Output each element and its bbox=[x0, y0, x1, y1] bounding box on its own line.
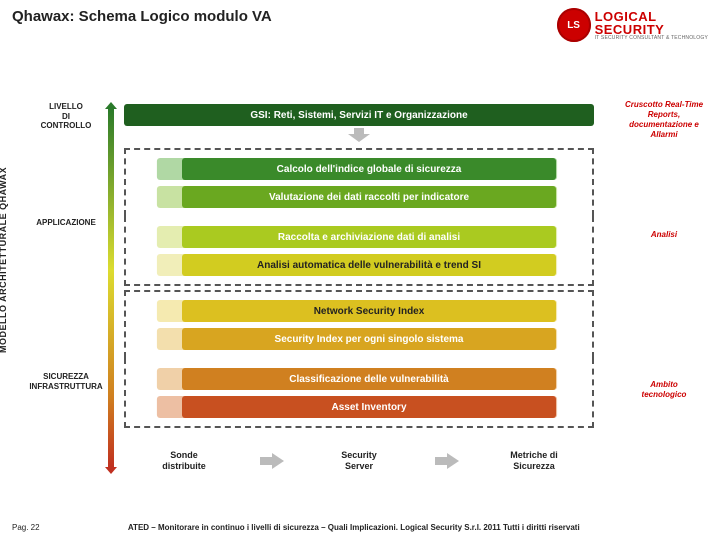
page: Qhawax: Schema Logico modulo VA LS LOGIC… bbox=[0, 0, 720, 540]
bottom-sonde: Sonde distribuite bbox=[124, 450, 244, 472]
sidebar-rotated-label: MODELLO ARCHITETTURALE QHAWAX bbox=[0, 100, 12, 420]
bar-six: Security Index per ogni singolo sistema bbox=[182, 328, 556, 350]
level-controllo: LIVELLO DI CONTROLLO bbox=[22, 102, 110, 138]
arrow-right-icon bbox=[435, 453, 459, 469]
bar-gsi: GSI: Reti, Sistemi, Servizi IT e Organiz… bbox=[124, 104, 594, 126]
bar-nsi-wrap: Network Security Index bbox=[182, 300, 556, 322]
bar-six-wrap: Security Index per ogni singolo sistema bbox=[182, 328, 556, 350]
group-applicazione: Calcolo dell'indice globale di sicurezza… bbox=[124, 148, 594, 216]
group-infra: Network Security Index Security Index pe… bbox=[124, 290, 594, 358]
bar-asset: Asset Inventory bbox=[182, 396, 556, 418]
bottom-server: Security Server bbox=[299, 450, 419, 472]
right-analisi: Analisi bbox=[618, 230, 710, 240]
logo-line2: SECURITY bbox=[595, 23, 708, 36]
bottom-metriche: Metriche di Sicurezza bbox=[474, 450, 594, 472]
group-infra-b: Classificazione delle vulnerabilità Asse… bbox=[124, 358, 594, 428]
down-arrow-icon bbox=[344, 128, 374, 142]
arrow-right-icon bbox=[260, 453, 284, 469]
right-cruscotto: Cruscotto Real-Time Reports, documentazi… bbox=[618, 100, 710, 140]
bar-gsi-wrap: GSI: Reti, Sistemi, Servizi IT e Organiz… bbox=[124, 104, 594, 142]
bottom-row: Sonde distribuite Security Server Metric… bbox=[124, 450, 594, 472]
logo: LS LOGICAL SECURITY IT SECURITY CONSULTA… bbox=[557, 8, 708, 42]
group-applicazione-b: Raccolta e archiviazione dati di analisi… bbox=[124, 216, 594, 286]
bar-calcolo-wrap: Calcolo dell'indice globale di sicurezza bbox=[182, 158, 556, 180]
bar-raccolta: Raccolta e archiviazione dati di analisi bbox=[182, 226, 556, 248]
footer: Pag. 22 ATED – Monitorare in continuo i … bbox=[12, 523, 708, 532]
bar-valutazione: Valutazione dei dati raccolti per indica… bbox=[182, 186, 556, 208]
page-number: Pag. 22 bbox=[12, 523, 40, 532]
page-title: Qhawax: Schema Logico modulo VA bbox=[12, 8, 272, 25]
right-column: Cruscotto Real-Time Reports, documentazi… bbox=[618, 100, 710, 400]
bar-asset-wrap: Asset Inventory bbox=[182, 396, 556, 418]
header: Qhawax: Schema Logico modulo VA LS LOGIC… bbox=[12, 8, 708, 48]
bar-raccolta-wrap: Raccolta e archiviazione dati di analisi bbox=[182, 226, 556, 248]
bar-valutazione-wrap: Valutazione dei dati raccolti per indica… bbox=[182, 186, 556, 208]
logo-text: LOGICAL SECURITY IT SECURITY CONSULTANT … bbox=[595, 10, 708, 41]
bar-classif: Classificazione delle vulnerabilità bbox=[182, 368, 556, 390]
logo-tagline: IT SECURITY CONSULTANT & TECHNOLOGY bbox=[595, 36, 708, 41]
right-tecnologico: Ambito tecnologico bbox=[618, 380, 710, 400]
logo-line1: LOGICAL bbox=[595, 10, 708, 23]
level-infrastruttura: SICUREZZA INFRASTRUTTURA bbox=[22, 372, 110, 396]
bar-classif-wrap: Classificazione delle vulnerabilità bbox=[182, 368, 556, 390]
level-applicazione: APPLICAZIONE bbox=[22, 218, 110, 232]
bar-analisi: Analisi automatica delle vulnerabilità e… bbox=[182, 254, 556, 276]
bar-analisi-wrap: Analisi automatica delle vulnerabilità e… bbox=[182, 254, 556, 276]
bar-calcolo: Calcolo dell'indice globale di sicurezza bbox=[182, 158, 556, 180]
layer-stack: GSI: Reti, Sistemi, Servizi IT e Organiz… bbox=[124, 100, 594, 432]
vertical-gradient-arrow bbox=[108, 108, 114, 468]
bar-nsi: Network Security Index bbox=[182, 300, 556, 322]
footer-text: ATED – Monitorare in continuo i livelli … bbox=[40, 523, 668, 532]
levels-column: LIVELLO DI CONTROLLO APPLICAZIONE SICURE… bbox=[22, 102, 110, 400]
logo-icon: LS bbox=[557, 8, 591, 42]
